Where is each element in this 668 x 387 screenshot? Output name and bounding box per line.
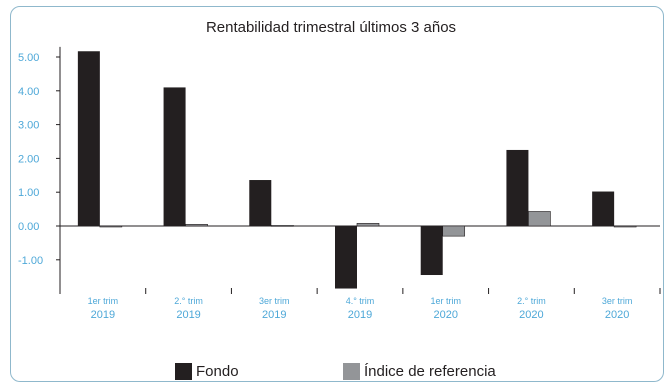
x-tick-label-quarter: 1er trim — [430, 296, 461, 306]
bar-indice — [528, 211, 551, 227]
x-tick-label-year: 2019 — [176, 309, 200, 321]
y-tick-label: 0.00 — [18, 221, 39, 233]
x-tick-label-year: 2020 — [605, 309, 629, 321]
y-tick-label: 3.00 — [18, 120, 39, 132]
chart-frame: Rentabilidad trimestral últimos 3 años — [10, 6, 664, 382]
x-tick-label-quarter: 1er trim — [88, 296, 119, 306]
x-tick-label-year: 2019 — [91, 309, 115, 321]
bar-indice — [99, 225, 123, 228]
bar-fondo — [163, 87, 186, 226]
chart-title: Rentabilidad trimestral últimos 3 años — [205, 19, 457, 36]
bar-fondo — [335, 226, 357, 289]
bar-indice — [442, 225, 466, 237]
bar-fondo — [77, 51, 100, 227]
bar-indice — [270, 225, 294, 227]
x-tick-label-year: 2020 — [519, 309, 543, 321]
x-tick-label-quarter: 3er trim — [259, 296, 290, 306]
legend-swatch-indice — [343, 363, 360, 380]
y-tick-label: 5.00 — [18, 52, 39, 64]
legend-item-fondo: Fondo — [175, 363, 239, 380]
y-tick-label: 2.00 — [18, 153, 39, 165]
bar-fondo — [420, 226, 443, 276]
legend-swatch-fondo — [175, 363, 192, 380]
legend-item-indice: Índice de referencia — [343, 363, 496, 380]
bar-fondo — [592, 191, 615, 226]
x-tick-label-quarter: 2.° trim — [174, 296, 203, 306]
bar-fondo — [249, 180, 272, 226]
x-tick-label-quarter: 2.° trim — [517, 296, 546, 306]
bar-indice — [613, 225, 637, 228]
x-tick-label-year: 2019 — [348, 309, 372, 321]
y-tick-label: 4.00 — [18, 86, 39, 98]
x-tick-label-year: 2020 — [433, 309, 457, 321]
bar-indice — [356, 222, 380, 227]
x-tick-label-quarter: 4.° trim — [346, 296, 375, 306]
bar-indice — [185, 224, 208, 227]
legend-label-indice: Índice de referencia — [364, 363, 496, 380]
x-tick-label-quarter: 3er trim — [602, 296, 633, 306]
y-tick-label: 1.00 — [18, 187, 39, 199]
bar-fondo — [506, 149, 529, 226]
legend-label-fondo: Fondo — [196, 363, 239, 380]
y-tick-label: -1.00 — [18, 255, 43, 267]
x-tick-label-year: 2019 — [262, 309, 286, 321]
